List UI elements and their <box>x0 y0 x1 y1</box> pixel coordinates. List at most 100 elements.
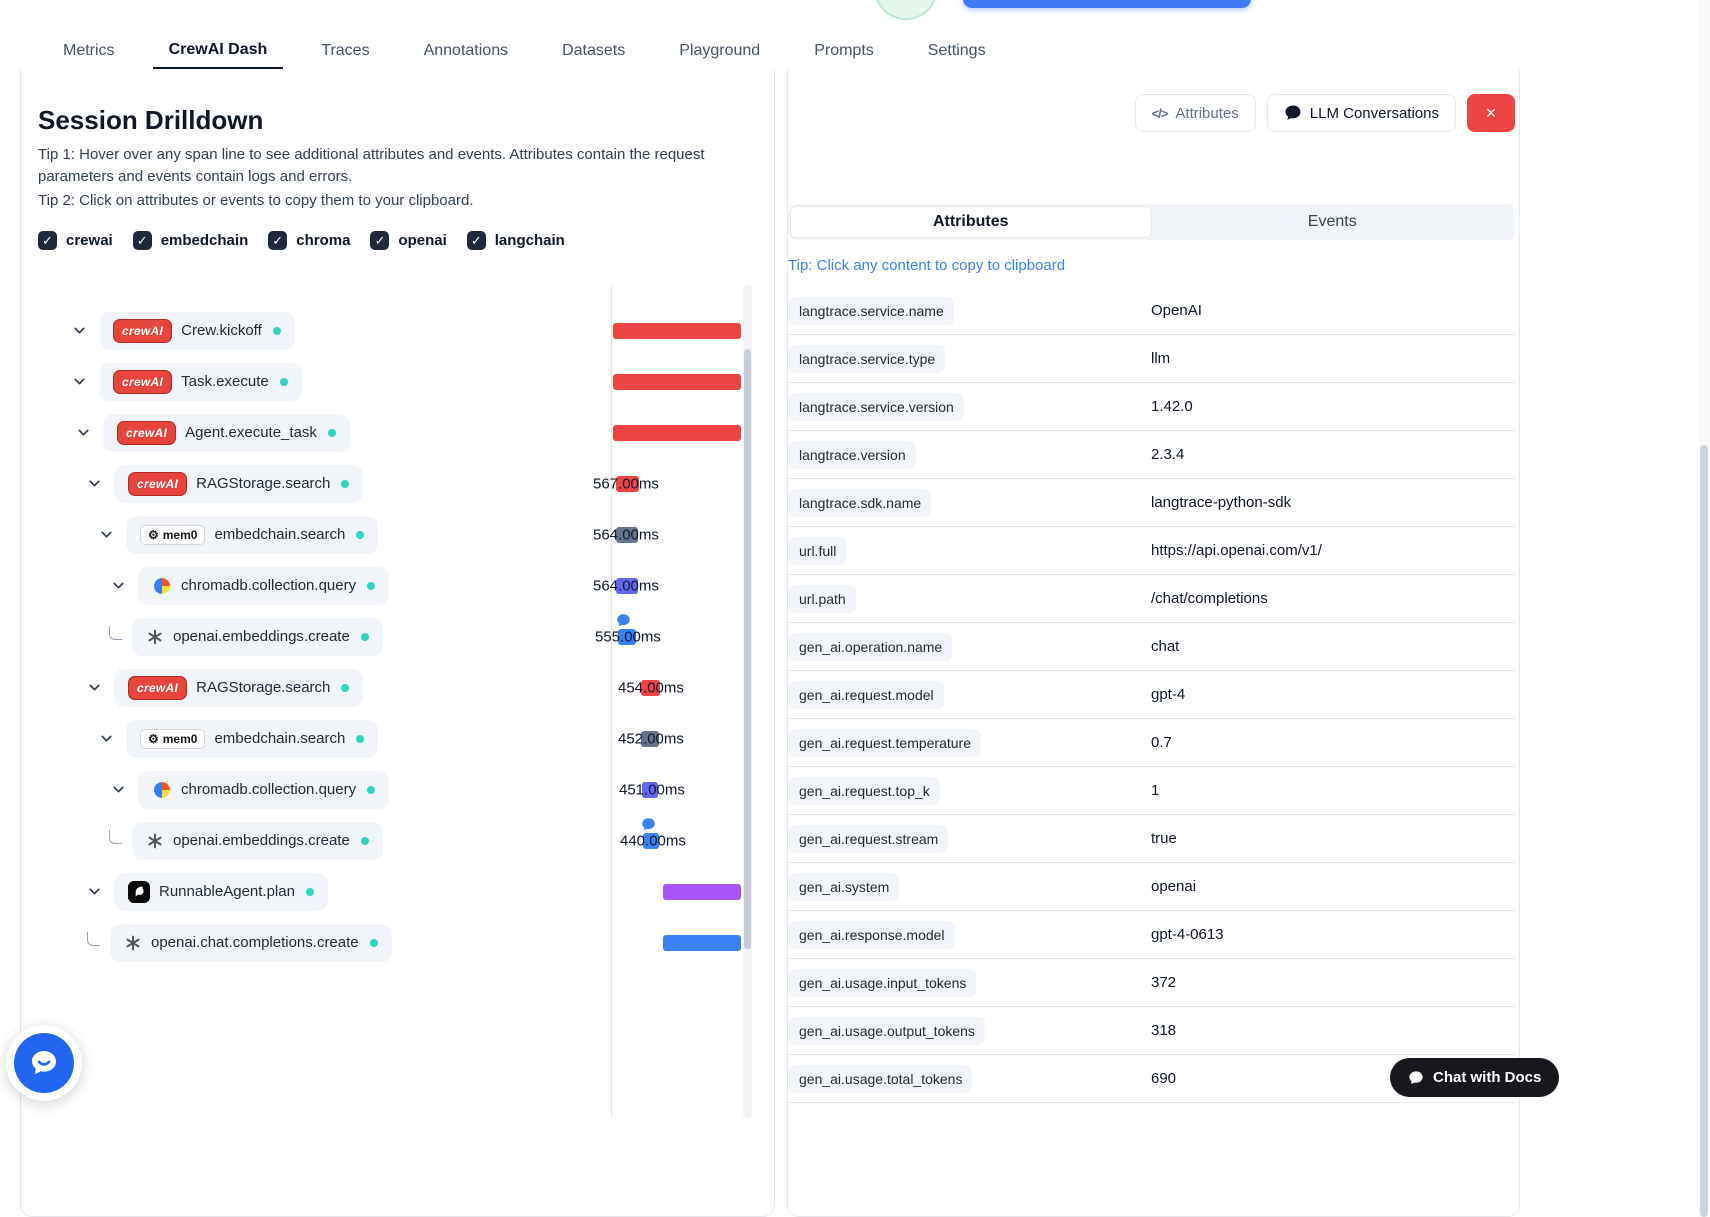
span-row[interactable]: ⚙ mem0 embedchain.search 564.00ms <box>21 509 774 560</box>
attribute-value[interactable]: 0.7 <box>1151 734 1172 751</box>
span-pill[interactable]: crewAI RAGStorage.search <box>114 668 364 707</box>
attribute-key[interactable]: gen_ai.usage.input_tokens <box>789 968 977 997</box>
attribute-value[interactable]: 1 <box>1151 782 1160 799</box>
span-bar[interactable] <box>616 475 639 492</box>
span-bar[interactable] <box>613 322 741 339</box>
span-row[interactable]: chromadb.collection.query 451.00ms <box>21 764 774 815</box>
attribute-key[interactable]: langtrace.sdk.name <box>789 488 932 517</box>
span-pill[interactable]: crewAI RAGStorage.search <box>114 464 364 503</box>
span-pill[interactable]: chromadb.collection.query <box>138 566 390 605</box>
tab-metrics[interactable]: Metrics <box>47 33 131 69</box>
tab-playground[interactable]: Playground <box>663 33 776 69</box>
chevron-down-icon[interactable] <box>108 780 128 800</box>
attribute-value[interactable]: 690 <box>1151 1070 1177 1087</box>
attribute-key[interactable]: gen_ai.request.top_k <box>789 776 940 805</box>
tab-crewai-dash[interactable]: CrewAI Dash <box>152 33 284 69</box>
attribute-value[interactable]: true <box>1151 830 1177 847</box>
attribute-value[interactable]: https://api.openai.com/v1/ <box>1151 542 1322 559</box>
chevron-down-icon[interactable] <box>84 474 104 494</box>
attribute-value[interactable]: openai <box>1151 878 1197 895</box>
details-tab-attributes[interactable]: Attributes <box>790 206 1152 238</box>
attribute-key[interactable]: gen_ai.usage.total_tokens <box>789 1064 973 1093</box>
attributes-button[interactable]: </> Attributes <box>1134 94 1256 132</box>
attribute-key[interactable]: gen_ai.operation.name <box>789 632 953 661</box>
filter-langchain[interactable]: ✓ langchain <box>466 231 565 250</box>
attribute-value[interactable]: /chat/completions <box>1151 590 1268 607</box>
chat-with-docs-button[interactable]: Chat with Docs <box>1390 1058 1560 1097</box>
span-pill[interactable]: openai.chat.completions.create <box>110 923 392 962</box>
tab-prompts[interactable]: Prompts <box>798 33 890 69</box>
span-bar[interactable] <box>663 934 741 951</box>
span-bar[interactable] <box>663 883 741 900</box>
span-bar[interactable] <box>613 424 741 441</box>
attribute-key[interactable]: gen_ai.request.model <box>789 680 944 709</box>
chevron-down-icon[interactable] <box>73 423 93 443</box>
avatar[interactable] <box>874 0 938 20</box>
attribute-key[interactable]: langtrace.service.name <box>789 296 954 325</box>
chevron-down-icon[interactable] <box>96 729 116 749</box>
attribute-value[interactable]: gpt-4 <box>1151 686 1186 703</box>
span-bar[interactable] <box>641 679 660 696</box>
checkbox-chroma[interactable]: ✓ <box>268 231 288 250</box>
attribute-key[interactable]: gen_ai.request.stream <box>789 824 949 853</box>
checkbox-crewai[interactable]: ✓ <box>38 231 57 250</box>
attribute-value[interactable]: 1.42.0 <box>1151 398 1193 415</box>
tab-settings[interactable]: Settings <box>912 33 1002 69</box>
span-row[interactable]: crewAI Task.execute <box>21 356 774 407</box>
span-pill[interactable]: chromadb.collection.query <box>138 770 390 809</box>
span-row[interactable]: crewAI Agent.execute_task <box>21 407 774 458</box>
checkbox-embedchain[interactable]: ✓ <box>132 231 152 250</box>
tab-annotations[interactable]: Annotations <box>408 33 525 69</box>
chevron-down-icon[interactable] <box>69 372 89 392</box>
attribute-value[interactable]: chat <box>1151 638 1180 655</box>
attribute-value[interactable]: 372 <box>1151 974 1177 991</box>
span-row[interactable]: openai.chat.completions.create <box>21 917 774 968</box>
attribute-value[interactable]: 2.3.4 <box>1151 446 1185 463</box>
span-bar[interactable] <box>616 577 638 594</box>
span-pill[interactable]: openai.embeddings.create <box>132 821 383 860</box>
span-row[interactable]: crewAI RAGStorage.search 567.00ms <box>21 458 774 509</box>
chevron-down-icon[interactable] <box>84 678 104 698</box>
span-bar[interactable] <box>643 832 659 849</box>
span-pill[interactable]: crewAI Agent.execute_task <box>103 413 350 452</box>
close-button[interactable]: × <box>1467 94 1515 132</box>
chevron-down-icon[interactable] <box>69 321 89 341</box>
attribute-value[interactable]: OpenAI <box>1151 302 1202 319</box>
attribute-key[interactable]: gen_ai.request.temperature <box>789 728 981 757</box>
span-pill[interactable]: ⚙ mem0 embedchain.search <box>126 515 379 554</box>
tab-datasets[interactable]: Datasets <box>546 33 641 69</box>
attribute-key[interactable]: langtrace.version <box>789 440 916 469</box>
filter-crewai[interactable]: ✓ crewai <box>38 231 113 250</box>
attribute-value[interactable]: llm <box>1151 350 1171 367</box>
span-bar[interactable] <box>641 730 659 747</box>
page-scrollbar[interactable] <box>1698 0 1710 1217</box>
chevron-down-icon[interactable] <box>108 576 128 596</box>
attribute-value[interactable]: 318 <box>1151 1022 1177 1039</box>
attribute-value[interactable]: langtrace-python-sdk <box>1151 494 1292 511</box>
tree-scrollbar[interactable] <box>743 284 752 1118</box>
span-bar[interactable] <box>616 526 638 543</box>
chat-widget-button[interactable] <box>6 1025 82 1101</box>
attribute-key[interactable]: gen_ai.usage.output_tokens <box>789 1016 985 1045</box>
span-pill[interactable]: crewAI Crew.kickoff <box>99 311 295 350</box>
attribute-key[interactable]: langtrace.service.type <box>789 344 946 373</box>
span-bar[interactable] <box>618 628 636 645</box>
span-pill[interactable]: ⚙ mem0 embedchain.search <box>126 719 379 758</box>
span-row[interactable]: ⚙ mem0 embedchain.search 452.00ms <box>21 713 774 764</box>
attribute-key[interactable]: gen_ai.system <box>789 872 900 901</box>
span-row[interactable]: chromadb.collection.query 564.00ms <box>21 560 774 611</box>
attribute-key[interactable]: langtrace.service.version <box>789 392 964 421</box>
filter-chroma[interactable]: ✓ chroma <box>268 231 350 250</box>
span-bar[interactable] <box>642 781 658 798</box>
attribute-key[interactable]: url.path <box>789 584 856 613</box>
chevron-down-icon[interactable] <box>96 525 116 545</box>
span-row[interactable]: RunnableAgent.plan <box>21 866 774 917</box>
span-pill[interactable]: crewAI Task.execute <box>99 362 302 401</box>
span-row[interactable]: openai.embeddings.create 440.00ms <box>21 815 774 866</box>
checkbox-openai[interactable]: ✓ <box>370 231 390 250</box>
span-pill[interactable]: openai.embeddings.create <box>132 617 383 656</box>
span-row[interactable]: crewAI RAGStorage.search 454.00ms <box>21 662 774 713</box>
attribute-key[interactable]: url.full <box>789 536 847 565</box>
span-bar[interactable] <box>613 373 741 390</box>
checkbox-langchain[interactable]: ✓ <box>466 231 486 250</box>
